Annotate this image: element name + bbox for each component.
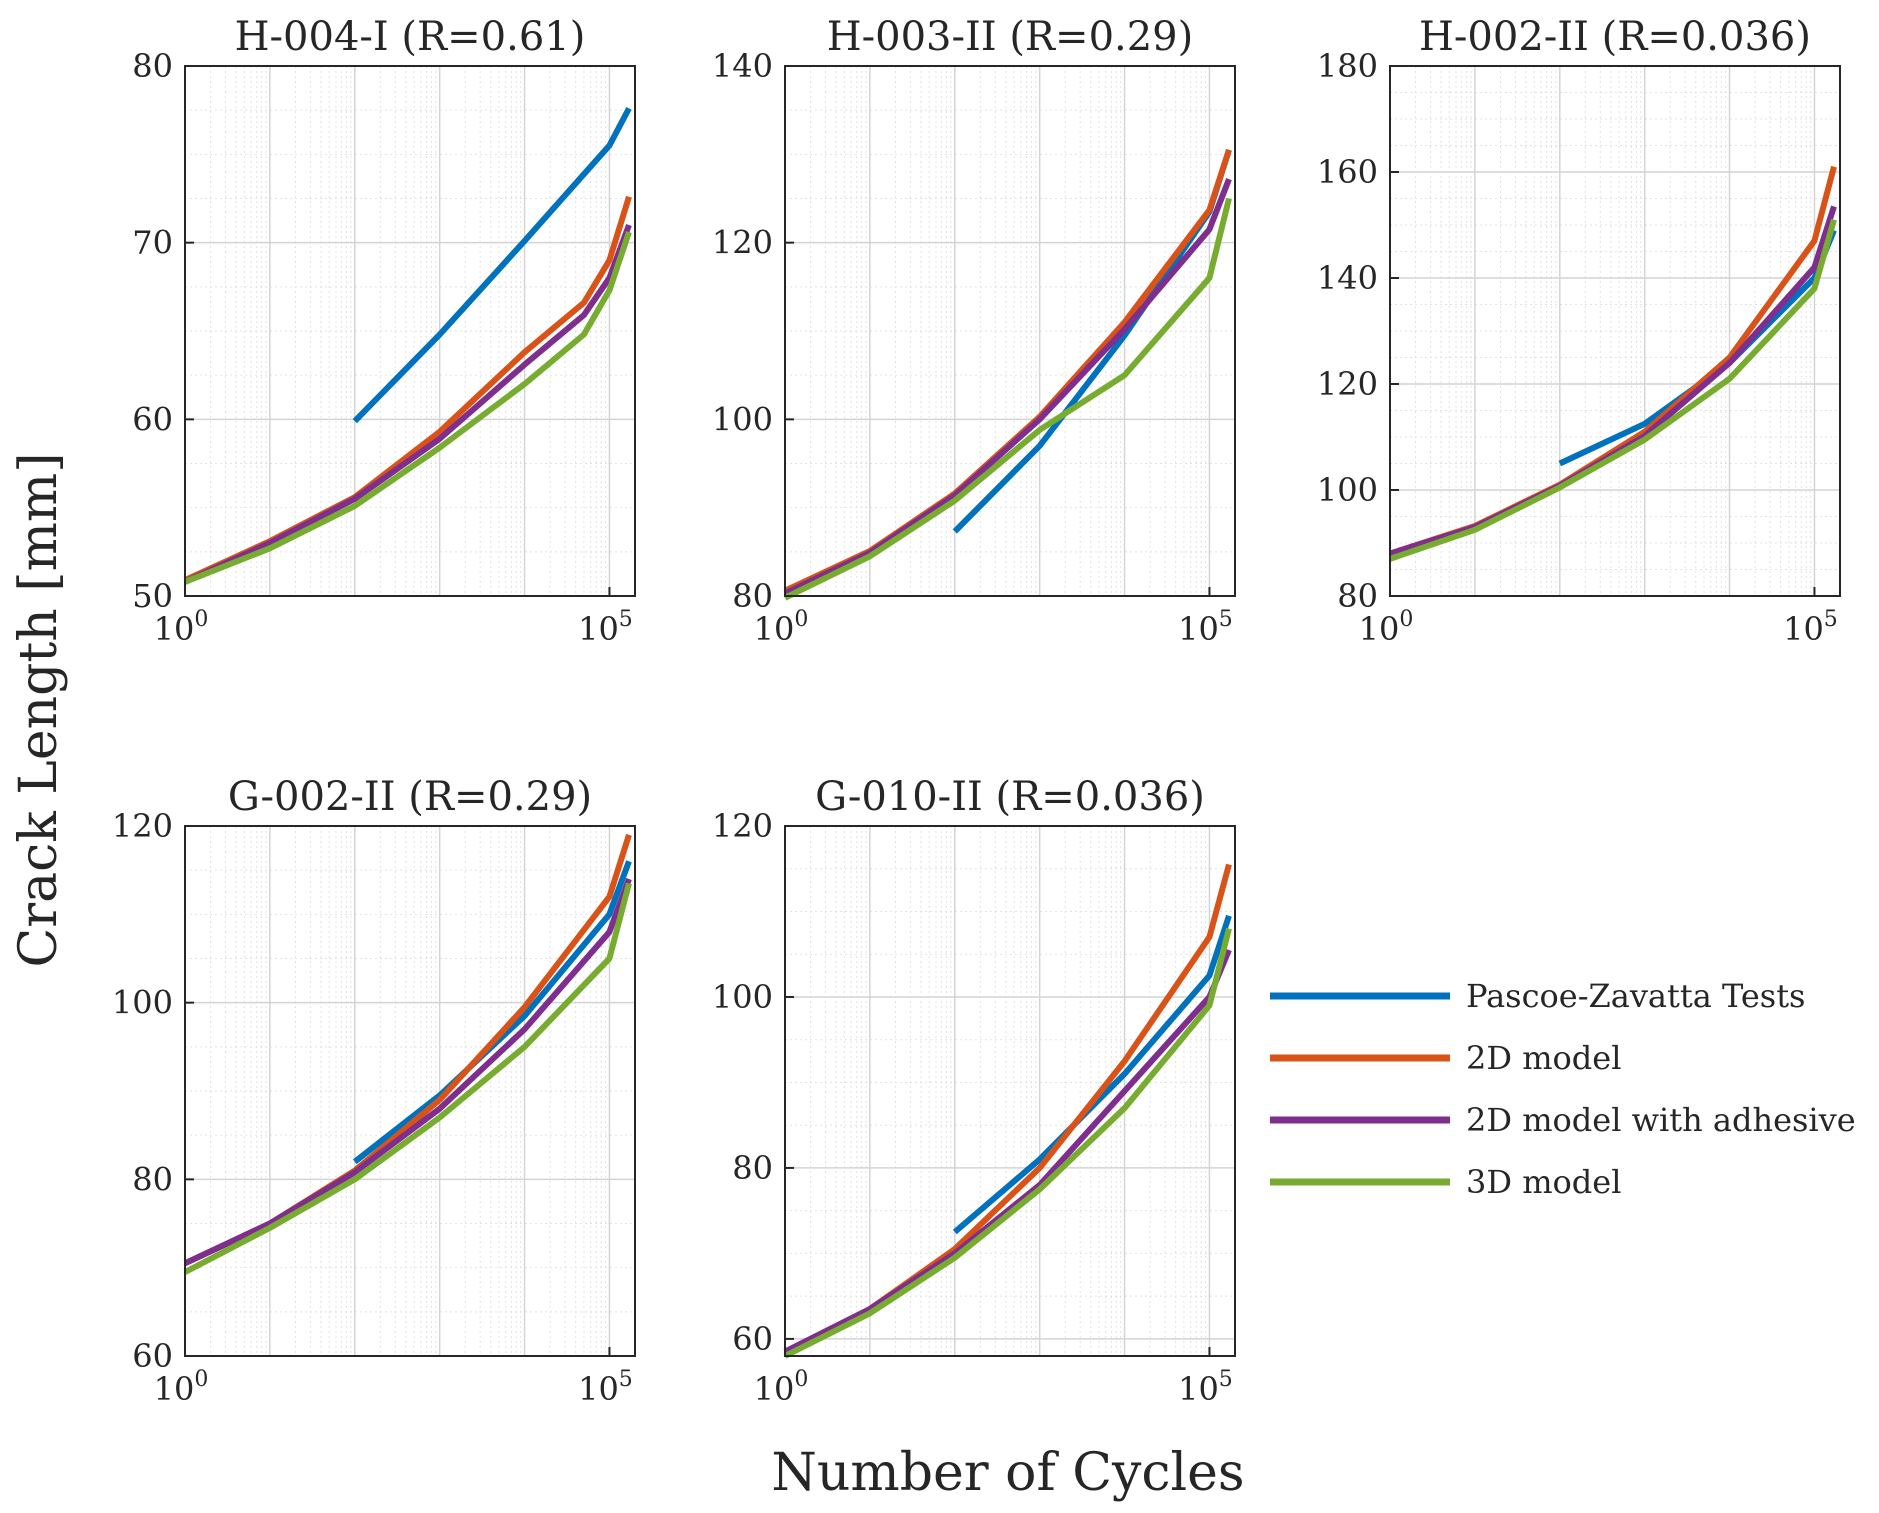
y-tick-label: 180 bbox=[1317, 47, 1378, 85]
axes-box bbox=[184, 825, 636, 1357]
legend-label-2d-model-with-adhesive: 2D model with adhesive bbox=[1466, 1101, 1856, 1139]
series-line-3d-model bbox=[183, 231, 632, 585]
x-tick-exponent: 5 bbox=[1824, 607, 1838, 632]
legend: Pascoe-Zavatta Tests 2D model 2D model w… bbox=[1255, 960, 1879, 1212]
y-tick-label: 100 bbox=[1317, 471, 1378, 509]
y-tick-label: 160 bbox=[1317, 153, 1378, 191]
legend-label-3d-model: 3D model bbox=[1466, 1163, 1621, 1201]
y-tick-label: 60 bbox=[132, 1337, 173, 1375]
y-tick-label: 80 bbox=[732, 1149, 773, 1187]
y-tick-label: 120 bbox=[1317, 365, 1378, 403]
series-line-2d-model-with-adhesive bbox=[783, 178, 1232, 597]
y-tick-label: 120 bbox=[712, 224, 773, 262]
panel-title: H-004-I (R=0.61) bbox=[235, 14, 586, 60]
x-tick-label: 105 bbox=[1178, 1367, 1233, 1408]
y-tick-label: 80 bbox=[132, 47, 173, 85]
x-tick-exponent: 0 bbox=[1399, 607, 1413, 632]
y-tick-label: 80 bbox=[132, 1160, 173, 1198]
y-tick-label: 120 bbox=[112, 807, 173, 845]
panel-title: H-003-II (R=0.29) bbox=[827, 14, 1193, 60]
panel-title: H-002-II (R=0.036) bbox=[1419, 14, 1811, 60]
y-tick-label: 140 bbox=[712, 47, 773, 85]
x-tick-exponent: 0 bbox=[194, 1367, 208, 1392]
axes-box bbox=[784, 65, 1236, 597]
panel-title: G-002-II (R=0.29) bbox=[228, 774, 592, 820]
x-axis-label: Number of Cycles bbox=[771, 1443, 1244, 1503]
axes-box bbox=[1389, 65, 1841, 597]
chart-panel-5: 60 80 100 120 100 105 G-010-II (R=0.036) bbox=[712, 774, 1236, 1408]
y-tick-label: 60 bbox=[732, 1320, 773, 1358]
y-tick-label: 120 bbox=[712, 807, 773, 845]
axes-box bbox=[184, 65, 636, 597]
y-tick-label: 140 bbox=[1317, 259, 1378, 297]
series-line-3d-model bbox=[183, 882, 632, 1275]
legend-box bbox=[1255, 960, 1879, 1212]
x-tick-label: 105 bbox=[1783, 607, 1838, 648]
x-tick-label: 100 bbox=[754, 1367, 809, 1408]
y-tick-label: 50 bbox=[132, 577, 173, 615]
y-tick-label: 60 bbox=[132, 400, 173, 438]
x-tick-exponent: 0 bbox=[794, 607, 808, 632]
y-axis-label: Crack Length [mm] bbox=[9, 453, 69, 968]
panel-title: G-010-II (R=0.036) bbox=[815, 774, 1205, 820]
x-tick-exponent: 5 bbox=[619, 1367, 633, 1392]
x-tick-exponent: 5 bbox=[1219, 607, 1233, 632]
x-tick-exponent: 5 bbox=[1219, 1367, 1233, 1392]
series-line-pascoe-zavatta-tests bbox=[352, 106, 632, 424]
series-line-pascoe-zavatta-tests bbox=[352, 860, 632, 1165]
series-line-2d-model-with-adhesive bbox=[183, 877, 632, 1267]
series-line-3d-model bbox=[783, 197, 1232, 601]
y-tick-label: 100 bbox=[712, 400, 773, 438]
y-tick-label: 100 bbox=[712, 978, 773, 1016]
y-tick-label: 70 bbox=[132, 224, 173, 262]
series-line-2d-model-with-adhesive bbox=[183, 223, 632, 585]
series-line-3d-model bbox=[1389, 218, 1837, 562]
x-tick-exponent: 0 bbox=[194, 607, 208, 632]
y-tick-label: 100 bbox=[112, 984, 173, 1022]
y-tick-label: 80 bbox=[1337, 577, 1378, 615]
x-tick-exponent: 5 bbox=[619, 607, 633, 632]
series-line-pascoe-zavatta-tests bbox=[952, 914, 1232, 1235]
axes-box bbox=[784, 825, 1236, 1357]
x-tick-exponent: 0 bbox=[794, 1367, 808, 1392]
y-tick-label: 80 bbox=[732, 577, 773, 615]
legend-label-pascoe-zavatta-tests: Pascoe-Zavatta Tests bbox=[1466, 977, 1805, 1015]
legend-label-2d-model: 2D model bbox=[1466, 1039, 1621, 1077]
series-line-3d-model bbox=[783, 927, 1232, 1359]
plot-area bbox=[785, 826, 1235, 1356]
